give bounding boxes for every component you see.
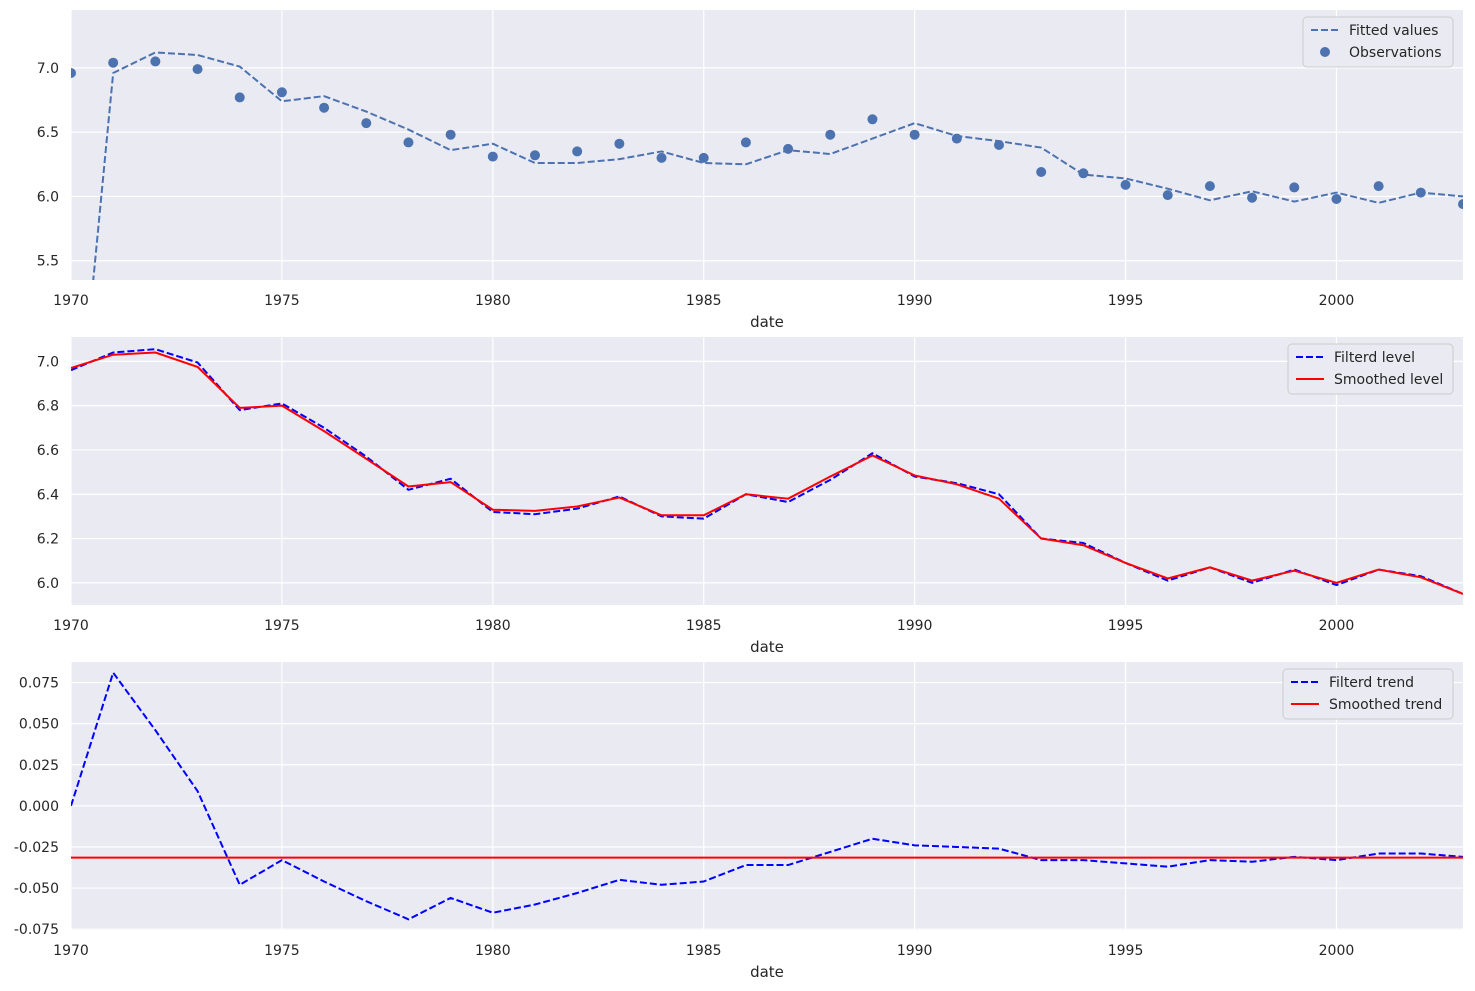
x-tick-label: 1970 xyxy=(53,618,89,634)
y-tick-label: 6.8 xyxy=(37,399,59,415)
x-tick-label: 1975 xyxy=(264,293,300,309)
x-axis-label: date xyxy=(750,963,784,981)
legend-label: Filterd level xyxy=(1334,350,1415,366)
legend-label: Smoothed level xyxy=(1334,372,1443,388)
x-tick-label: 1990 xyxy=(897,618,933,634)
legend-box xyxy=(1302,16,1454,68)
observation-point xyxy=(276,87,287,98)
legend: Filterd trend Smoothed trend xyxy=(1282,668,1454,720)
observation-point xyxy=(1458,199,1463,210)
observation-point xyxy=(1120,179,1131,190)
observation-point xyxy=(825,129,836,140)
y-tick-label: 6.6 xyxy=(37,443,59,459)
fitted-values-line xyxy=(92,51,1463,280)
x-tick-label: 1990 xyxy=(897,293,933,309)
y-tick-label: 0.075 xyxy=(19,676,59,692)
x-tick-label: 1985 xyxy=(686,618,722,634)
legend: Fitted values Observations xyxy=(1302,16,1454,68)
observation-point xyxy=(1078,168,1089,179)
x-tick-label: 1990 xyxy=(897,943,933,959)
observation-point xyxy=(1331,194,1342,204)
x-tick-label: 1995 xyxy=(1108,943,1144,959)
x-axis-label: date xyxy=(750,638,784,656)
observation-point xyxy=(994,140,1004,150)
observation-point xyxy=(487,151,498,162)
observation-point xyxy=(1415,187,1426,198)
plot-area xyxy=(71,10,1463,280)
legend-box xyxy=(1282,668,1454,720)
x-tick-label: 2000 xyxy=(1319,293,1355,309)
y-tick-label: -0.025 xyxy=(14,840,59,856)
x-tick-label: 1980 xyxy=(475,618,511,634)
observation-point xyxy=(656,152,667,163)
filterd-trend-line xyxy=(71,671,1463,921)
x-tick-label: 1985 xyxy=(686,943,722,959)
y-tick-label: 7.0 xyxy=(37,61,59,77)
observation-point xyxy=(1204,181,1215,192)
observation-point xyxy=(234,92,245,103)
plot-area xyxy=(71,337,1463,605)
y-tick-label: 6.0 xyxy=(37,189,59,205)
y-tick-label: 0.000 xyxy=(19,799,59,815)
legend-label: Smoothed trend xyxy=(1329,697,1442,713)
x-axis-label: date xyxy=(750,313,784,331)
x-tick-label: 1975 xyxy=(264,943,300,959)
y-tick-label: 6.2 xyxy=(37,532,59,548)
observation-point xyxy=(783,143,794,154)
observation-point xyxy=(403,137,414,148)
x-tick-label: 1995 xyxy=(1108,618,1144,634)
observation-point xyxy=(909,129,920,140)
panel-level: 1970 1975 1980 1985 1990 1995 2000 6.0 6.2 6.4 6.6… xyxy=(37,337,1463,656)
x-tick-label: 2000 xyxy=(1319,618,1355,634)
x-tick-label: 1995 xyxy=(1108,293,1144,309)
y-tick-label: 5.5 xyxy=(37,254,59,270)
observation-point xyxy=(445,129,456,140)
y-tick-label: 6.5 xyxy=(37,125,59,141)
observation-point xyxy=(951,133,962,144)
legend-label: Observations xyxy=(1349,45,1442,61)
observation-point xyxy=(1247,192,1258,203)
smoothed-level-line xyxy=(71,351,1463,595)
x-tick-label: 1980 xyxy=(475,293,511,309)
x-tick-label: 1975 xyxy=(264,618,300,634)
legend-marker xyxy=(1320,47,1330,57)
y-tick-label: -0.050 xyxy=(14,881,59,897)
observation-point xyxy=(614,138,625,149)
observation-point xyxy=(319,102,330,113)
y-tick-label: 0.025 xyxy=(19,758,59,774)
x-tick-label: 1970 xyxy=(53,943,89,959)
observation-point xyxy=(1289,182,1300,193)
legend: Filterd level Smoothed level xyxy=(1287,343,1454,395)
legend-label: Fitted values xyxy=(1349,23,1438,39)
legend-label: Filterd trend xyxy=(1329,675,1414,691)
observation-point xyxy=(1162,190,1173,201)
observation-point xyxy=(572,146,583,157)
observation-point xyxy=(361,118,372,129)
observation-point xyxy=(150,56,161,67)
observation-point xyxy=(71,68,76,78)
observation-point xyxy=(192,64,203,75)
x-tick-label: 1980 xyxy=(475,943,511,959)
y-tick-label: 0.050 xyxy=(19,717,59,733)
y-tick-label: 6.4 xyxy=(37,487,59,503)
y-tick-label: -0.075 xyxy=(14,922,59,938)
panel-trend: 1970 1975 1980 1985 1990 1995 2000 -0.075 -0.050… xyxy=(14,662,1463,981)
legend-box xyxy=(1287,343,1454,395)
filterd-level-line xyxy=(71,348,1463,595)
observation-point xyxy=(867,114,878,125)
x-tick-label: 2000 xyxy=(1319,943,1355,959)
panel-fitted-vs-observations: 1970 1975 1980 1985 1990 1995 2000 5.5 6.0 6.5 7.0… xyxy=(37,10,1463,331)
plot-area xyxy=(71,662,1463,930)
y-tick-label: 7.0 xyxy=(37,354,59,370)
observation-point xyxy=(1373,181,1384,192)
observation-point xyxy=(698,152,709,163)
observation-point xyxy=(740,137,751,148)
x-tick-label: 1985 xyxy=(686,293,722,309)
x-tick-label: 1970 xyxy=(53,293,89,309)
observation-point xyxy=(530,150,540,161)
observation-point xyxy=(1036,167,1047,177)
observation-point xyxy=(108,57,119,68)
y-tick-label: 6.0 xyxy=(37,576,59,592)
